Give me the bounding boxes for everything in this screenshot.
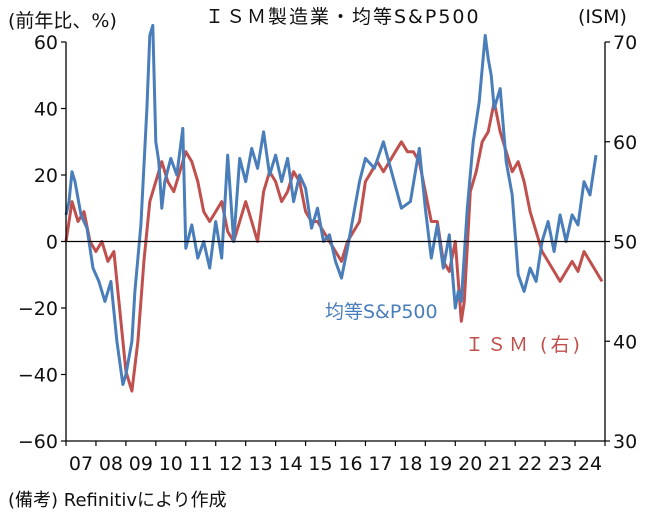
x-tick-label: 07: [69, 453, 93, 475]
x-tick-label: 14: [278, 453, 302, 475]
left-tick-label: −40: [18, 365, 58, 387]
right-axis-unit: (ISM): [578, 6, 627, 28]
x-tick-label: 21: [488, 453, 512, 475]
chart-title: ＩＳＭ製造業・均等S&P500: [205, 6, 481, 28]
x-tick-label: 09: [129, 453, 153, 475]
x-tick-label: 12: [219, 453, 243, 475]
left-tick-label: 40: [34, 99, 58, 121]
x-tick-label: 22: [518, 453, 542, 475]
right-tick-label: 60: [613, 132, 637, 154]
series-label-ism: ＩＳＭ (右): [465, 334, 583, 356]
x-tick-label: 19: [428, 453, 452, 475]
left-axis-unit: (前年比、%): [8, 10, 117, 32]
series-line-ism: [64, 100, 604, 393]
x-tick-label: 16: [338, 453, 362, 475]
x-tick-label: 11: [189, 453, 213, 475]
x-tick-label: 13: [249, 453, 273, 475]
x-tick-label: 20: [458, 453, 482, 475]
x-tick-label: 18: [398, 453, 422, 475]
right-tick-label: 30: [613, 431, 637, 453]
left-tick-label: −60: [18, 431, 58, 453]
x-tick-label: 10: [159, 453, 183, 475]
source-note: (備考) Refinitivにより作成: [8, 490, 227, 511]
left-tick-label: −20: [18, 298, 58, 320]
right-tick-label: 70: [613, 32, 637, 54]
right-tick-label: 40: [613, 331, 637, 353]
x-tick-label: 24: [578, 453, 602, 475]
right-tick-label: 50: [613, 232, 637, 254]
x-tick-label: 17: [368, 453, 392, 475]
x-tick-label: 23: [548, 453, 572, 475]
x-tick-label: 15: [308, 453, 332, 475]
series-line-sp: [64, 23, 598, 386]
left-tick-label: 20: [34, 165, 58, 187]
left-tick-label: 0: [46, 232, 58, 254]
x-tick-label: 08: [99, 453, 123, 475]
series-label-sp: 均等S&P500: [325, 301, 438, 323]
left-tick-label: 60: [34, 32, 58, 54]
